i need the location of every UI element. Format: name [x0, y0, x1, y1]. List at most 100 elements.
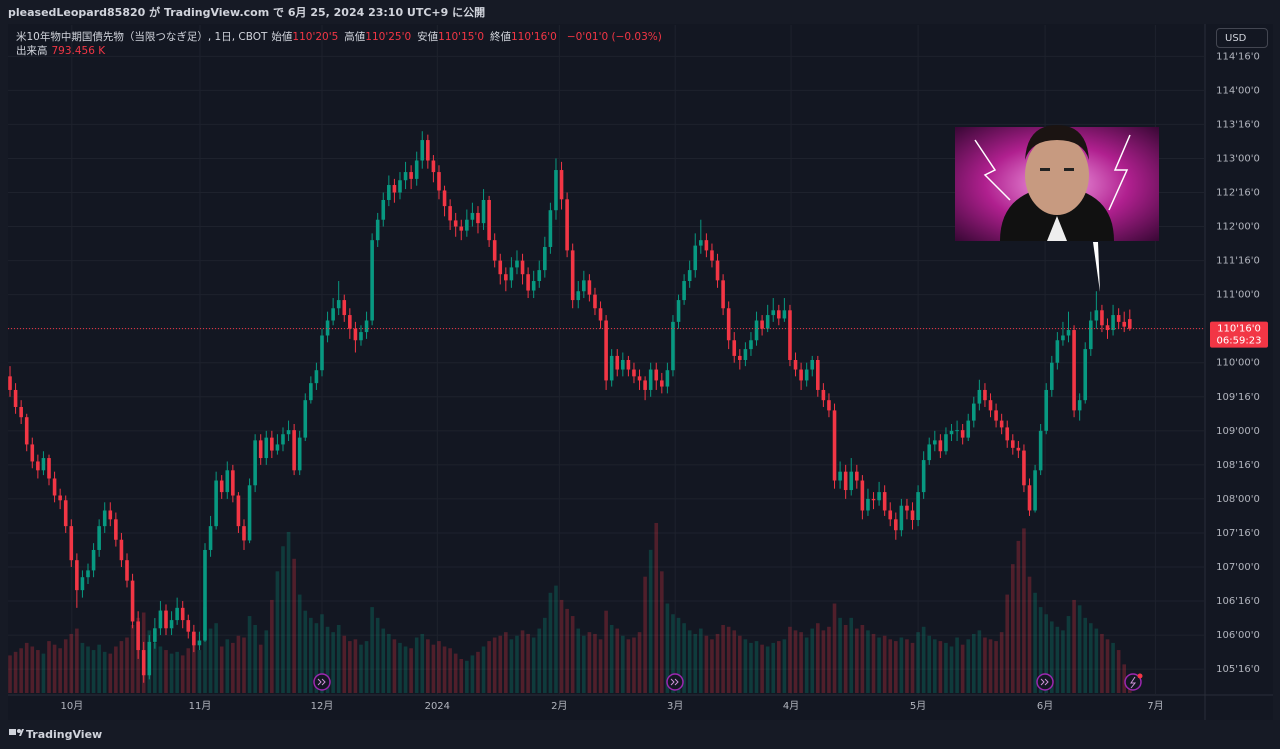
volume-bar [247, 616, 252, 693]
volume-bar [565, 608, 569, 693]
candle-body [894, 519, 898, 531]
volume-bar [264, 630, 269, 693]
candle-body [520, 260, 525, 275]
candle-body [849, 471, 854, 491]
candle-body [437, 172, 441, 191]
volume-bar [1055, 626, 1060, 693]
volume-bar [749, 642, 753, 693]
candle-body [270, 437, 274, 451]
volume-bar [258, 644, 263, 693]
candle-body [994, 410, 998, 421]
candle-body [966, 420, 971, 438]
candle-body [543, 246, 547, 271]
field-name: 安値 [417, 31, 439, 43]
volume-bar [314, 623, 319, 693]
candle-body [392, 185, 397, 193]
volume-bar [771, 642, 776, 693]
volume-bar [292, 558, 296, 693]
volume-bar [665, 603, 670, 693]
x-tick-label: 3月 [667, 700, 683, 712]
volume-bar [738, 635, 742, 693]
candle-body [509, 267, 514, 281]
volume-bar [63, 639, 68, 693]
candle-body [114, 519, 118, 540]
candle-body [442, 190, 447, 207]
candle-body [175, 607, 179, 621]
y-tick-label: 110'00'0 [1216, 358, 1260, 369]
volume-bar [816, 623, 820, 693]
volume-bar [855, 628, 859, 693]
y-tick-label: 114'00'0 [1216, 85, 1260, 96]
volume-bar [1083, 617, 1088, 693]
candle-body [988, 400, 993, 411]
candle-body [570, 250, 575, 301]
candle-body [47, 458, 51, 479]
volume-bar [576, 628, 581, 693]
candle-body [855, 471, 859, 481]
volume-bar [693, 633, 698, 693]
candle-body [1122, 321, 1127, 327]
volume-bar [866, 630, 870, 693]
currency-button[interactable]: USD [1216, 28, 1268, 48]
volume-bar [231, 642, 235, 693]
volume-bar [359, 644, 363, 693]
volume-bar [236, 635, 241, 693]
candle-body [125, 560, 129, 581]
volume-bar [325, 626, 330, 693]
volume-bar [882, 635, 887, 693]
candle-body [665, 370, 670, 387]
volume-bar [699, 628, 703, 693]
volume-bar [765, 646, 770, 693]
candle-body [1038, 430, 1043, 471]
price-tag [1210, 321, 1268, 348]
candle-body [916, 492, 920, 521]
candle-body [203, 549, 207, 641]
candle-body [732, 340, 737, 356]
volume-bar [626, 639, 631, 693]
candle-body [247, 485, 252, 541]
volume-bar [1022, 528, 1026, 693]
volume-bar [799, 632, 803, 693]
volume-bar [843, 625, 848, 693]
candle-body [899, 505, 904, 531]
volume-bar [448, 648, 452, 693]
candle-body [214, 480, 218, 527]
y-tick-label: 111'00'0 [1216, 290, 1260, 301]
candle-body [36, 461, 40, 471]
candle-body [949, 430, 954, 435]
candle-body [342, 300, 347, 316]
candle-body [370, 240, 374, 321]
candle-body [1010, 440, 1015, 448]
volume-bar [97, 644, 101, 693]
volume-bar [1027, 576, 1032, 693]
volume-bar [75, 628, 79, 693]
x-tick-label: 7月 [1147, 700, 1163, 712]
y-tick-label: 108'16'0 [1216, 460, 1260, 471]
candle-body [253, 440, 257, 486]
x-tick-label: 5月 [910, 700, 926, 712]
volume-bar [481, 646, 486, 693]
volume-bar [1094, 628, 1099, 693]
candle-body [715, 260, 720, 281]
candle-body [944, 434, 948, 452]
candle-body [676, 300, 681, 322]
candle-body [320, 335, 324, 371]
candle-body [448, 206, 452, 221]
candle-body [765, 315, 770, 329]
volume-bar [916, 632, 920, 693]
candle-body [938, 440, 943, 452]
candle-body [777, 310, 781, 319]
volume-bar [320, 614, 324, 693]
y-tick-label: 112'00'0 [1216, 222, 1260, 233]
volume-bar [531, 637, 536, 693]
candle-body [481, 199, 486, 224]
volume-bar [86, 646, 90, 693]
volume-bar [860, 625, 865, 693]
candle-body [359, 332, 363, 341]
volume-bar [80, 642, 85, 693]
candle-body [398, 180, 402, 193]
candle-body [375, 219, 380, 241]
field-value: 110'16'0 [511, 31, 557, 43]
candle-body [1116, 315, 1121, 322]
field-name: 高値 [344, 31, 366, 43]
